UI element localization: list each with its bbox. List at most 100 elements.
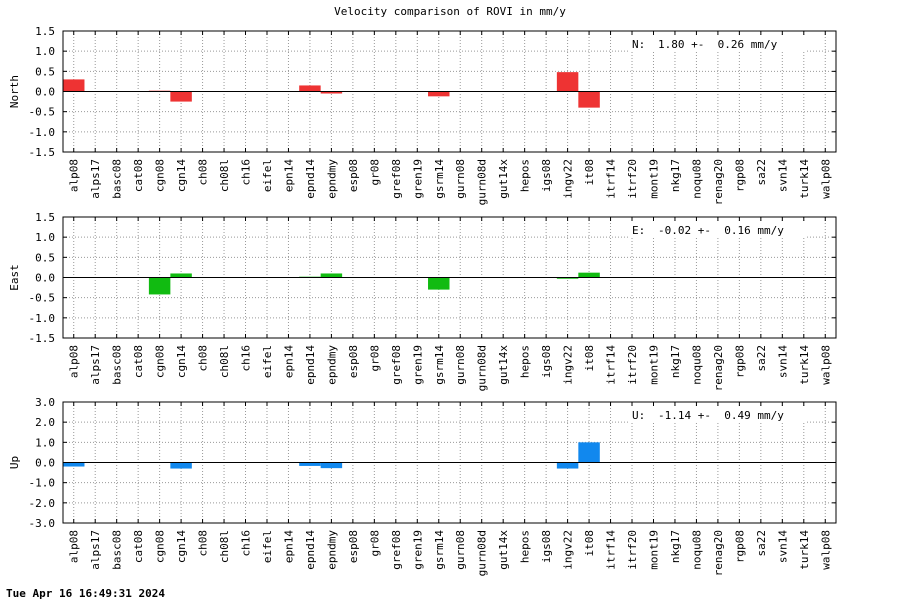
x-tick-label: epndmy: [325, 530, 338, 570]
x-tick-label: gurn08: [454, 345, 467, 385]
y-tick-label: 0.5: [35, 251, 55, 264]
bar-it08: [578, 91, 600, 108]
panel-east: 1.5 1.0 0.5 0.0 -0.5 -1.0 -1.5 alp08 alps17 basc0…: [8, 211, 837, 391]
x-tick-label: ch08l: [218, 159, 231, 192]
x-tick-label: svn14: [776, 345, 789, 378]
y-tick-label: -1.5: [29, 332, 56, 345]
y-tick-label: 2.0: [35, 416, 55, 429]
stat-value: 1.80 +- 0.26 mm/y: [658, 38, 778, 51]
bar-epndmy: [320, 91, 343, 94]
x-tick-label: alps17: [89, 530, 102, 570]
y-tick-label: -1.0: [29, 312, 56, 325]
x-tick-label: itrf20: [626, 159, 639, 199]
x-tick-label: gsrm14: [433, 159, 446, 199]
x-tick-label: ch08l: [218, 530, 231, 563]
x-tick-label: sa22: [755, 530, 768, 557]
x-tick-label: renag20: [712, 345, 725, 391]
x-tick-label: ingv22: [562, 530, 575, 570]
x-tick-label: mont19: [647, 345, 660, 385]
x-tick-label: basc08: [111, 159, 124, 199]
panel-up: 3.0 2.0 1.0 0.0 -1.0 -2.0 -3.0 alp08 alps17 basc0…: [8, 396, 837, 576]
bar-ingv22: [556, 277, 579, 279]
y-axis-label: North: [8, 75, 21, 108]
x-tick-label: ingv22: [562, 345, 575, 385]
bar-it08: [578, 442, 600, 463]
x-tick-label: ch08: [197, 345, 210, 372]
x-tick-label: cat08: [132, 530, 145, 563]
stat-label: E:: [632, 224, 645, 237]
x-tick-label: esp08: [347, 159, 360, 192]
stat-bg: [628, 223, 806, 238]
x-tick-label: eifel: [261, 345, 274, 378]
x-tick-label: sa22: [755, 159, 768, 186]
x-tick-label: alps17: [89, 159, 102, 199]
bar-alp08: [63, 462, 85, 467]
x-tick-label: ch08: [197, 159, 210, 186]
x-tick-label: alp08: [68, 345, 81, 378]
x-tick-label: rgp08: [733, 159, 746, 192]
x-tick-label: hepos: [519, 530, 532, 563]
x-tick-label: cgn08: [154, 345, 167, 378]
x-tick-label: noqu08: [690, 159, 703, 199]
y-axis-label: East: [8, 264, 21, 291]
x-tick-label: gr08: [368, 159, 381, 186]
x-tick-label: epn14: [282, 159, 295, 192]
bar-epndmy: [320, 273, 343, 278]
x-tick-label: basc08: [111, 530, 124, 570]
x-tick-label: ch08l: [218, 345, 231, 378]
x-tick-label: gren19: [411, 345, 424, 385]
x-tick-label: gut14x: [497, 159, 510, 199]
x-tick-label: epn14: [282, 345, 295, 378]
x-tick-label: sa22: [755, 345, 768, 372]
stat-label: U:: [632, 409, 645, 422]
y-tick-label: 1.0: [35, 436, 55, 449]
x-tick-label: ingv22: [562, 159, 575, 199]
x-tick-label: hepos: [519, 159, 532, 192]
bar-it08: [578, 272, 600, 278]
bar-cgn14: [170, 462, 192, 469]
x-tick-label: gref08: [390, 159, 403, 199]
x-tick-label: gr08: [368, 345, 381, 372]
x-tick-label: mont19: [647, 159, 660, 199]
x-tick-label: walp08: [819, 530, 832, 570]
x-tick-label: epnd14: [304, 159, 317, 199]
timestamp: Tue Apr 16 16:49:31 2024: [6, 587, 165, 600]
x-tick-label: gurn08: [454, 530, 467, 570]
x-tick-label: itrf14: [605, 159, 618, 199]
x-tick-label: gren19: [411, 159, 424, 199]
x-tick-label: ch16: [240, 159, 253, 186]
stat-value: -0.02 +- 0.16 mm/y: [658, 224, 784, 237]
x-tick-label: renag20: [712, 159, 725, 205]
bar-cgn08: [148, 277, 171, 295]
x-tick-label: esp08: [347, 530, 360, 563]
plot-frame: [62, 30, 837, 153]
x-tick-label: cgn08: [154, 159, 167, 192]
y-tick-label: -0.5: [29, 292, 56, 305]
bar-cgn14: [170, 91, 192, 102]
x-tick-label: itrf14: [605, 345, 618, 385]
x-tick-label: turk14: [798, 159, 811, 199]
y-tick-label: -0.5: [29, 106, 56, 119]
x-tick-label: gut14x: [497, 530, 510, 570]
x-tick-label: gref08: [390, 530, 403, 570]
x-tick-label: noqu08: [690, 530, 703, 570]
x-tick-label: basc08: [111, 345, 124, 385]
bar-ingv22: [556, 72, 579, 92]
y-tick-label: -1.0: [29, 477, 56, 490]
x-tick-label: it08: [583, 530, 596, 557]
x-tick-label: svn14: [776, 159, 789, 192]
y-tick-label: -1.5: [29, 146, 56, 159]
x-tick-label: gref08: [390, 345, 403, 385]
x-tick-label: mont19: [647, 530, 660, 570]
x-tick-label: epndmy: [325, 345, 338, 385]
bar-alp08: [63, 79, 85, 92]
stat-label: N:: [632, 38, 645, 51]
x-tick-label: itrf20: [626, 530, 639, 570]
x-tick-label: epnd14: [304, 530, 317, 570]
bar-gsrm14: [428, 277, 450, 290]
x-tick-label: gsrm14: [433, 530, 446, 570]
bar-gsrm14: [428, 91, 450, 97]
x-tick-label: ch08: [197, 530, 210, 557]
y-tick-label: 1.5: [35, 211, 55, 224]
